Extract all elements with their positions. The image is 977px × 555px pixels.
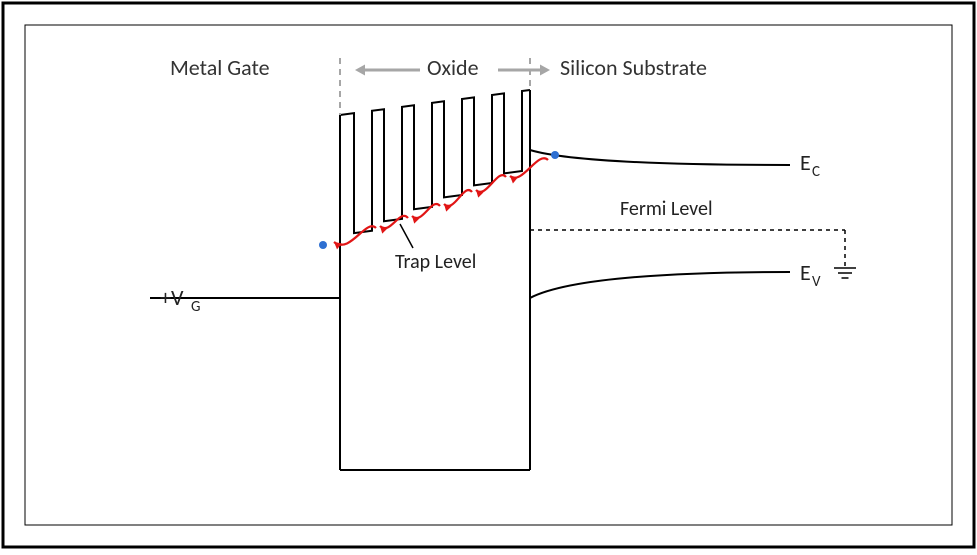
label-silicon-substrate: Silicon Substrate — [560, 54, 707, 81]
label-metal-gate: Metal Gate — [170, 54, 270, 81]
tunnel-hop — [412, 204, 440, 218]
label-vg-sub: G — [191, 298, 200, 316]
valence-band-ev — [530, 272, 790, 298]
label-ec-sub: C — [812, 163, 820, 181]
oxide-conduction-band-with-traps — [340, 90, 530, 233]
label-fermi-level: Fermi Level — [620, 197, 713, 221]
electron-dot — [551, 151, 559, 159]
conduction-band-ec — [530, 150, 790, 165]
label-trap-level: Trap Level — [395, 250, 476, 274]
arrow-head — [355, 65, 365, 76]
tunnel-hop — [444, 190, 472, 206]
label-oxide: Oxide — [427, 54, 479, 81]
electron-dot — [319, 241, 327, 249]
trap-level-pointer — [400, 224, 413, 248]
band-diagram: Metal Gate Oxide Silicon Substrate Trap Lev… — [0, 0, 977, 550]
label-vg: +V — [160, 284, 184, 311]
label-ec: E — [800, 149, 811, 176]
label-ev: E — [800, 259, 811, 286]
label-ev-sub: V — [812, 273, 821, 291]
arrow-head — [540, 65, 550, 76]
outer-frame — [3, 3, 974, 547]
